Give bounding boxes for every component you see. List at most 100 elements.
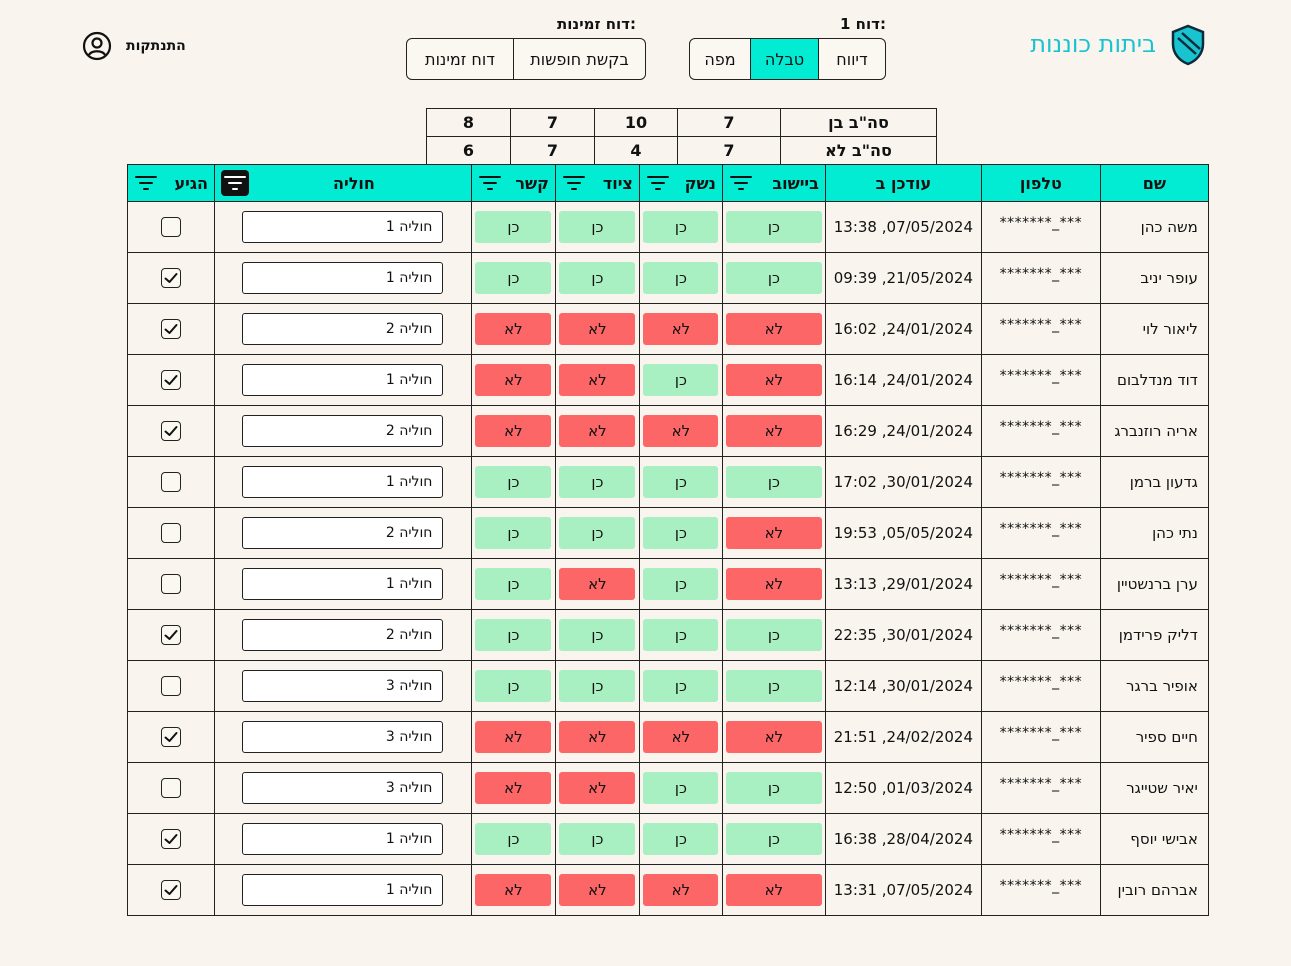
cell-select[interactable]: חוליה 2 bbox=[242, 415, 444, 447]
arrived-checkbox[interactable] bbox=[161, 676, 181, 696]
filter-icon[interactable] bbox=[478, 171, 502, 195]
status-no-badge[interactable]: לא bbox=[475, 721, 552, 753]
status-yes-badge[interactable]: כן bbox=[643, 772, 719, 804]
status-yes-badge[interactable]: כן bbox=[643, 823, 719, 855]
status-yes-badge[interactable]: כן bbox=[559, 823, 636, 855]
tab-map[interactable]: מפה bbox=[704, 49, 736, 69]
status-yes-badge[interactable]: כן bbox=[475, 466, 552, 498]
status-no-badge[interactable]: לא bbox=[725, 874, 822, 906]
vacation-request-button[interactable]: בקשת חופשות bbox=[513, 39, 645, 79]
status-no-badge[interactable]: לא bbox=[725, 517, 822, 549]
filter-icon[interactable] bbox=[646, 171, 670, 195]
status-yes-badge[interactable]: כן bbox=[725, 670, 822, 702]
status-yes-badge[interactable]: כן bbox=[643, 466, 719, 498]
arrived-checkbox[interactable] bbox=[161, 370, 181, 390]
tab-table[interactable]: טבלה bbox=[750, 39, 818, 79]
status-yes-badge[interactable]: כן bbox=[475, 517, 552, 549]
col-phone-label: טלפון bbox=[1019, 173, 1062, 193]
status-no-badge[interactable]: לא bbox=[725, 568, 822, 600]
cell-select[interactable]: חוליה 1 bbox=[242, 262, 444, 294]
status-yes-badge[interactable]: כן bbox=[643, 517, 719, 549]
arrived-checkbox[interactable] bbox=[161, 319, 181, 339]
cell-select[interactable]: חוליה 1 bbox=[242, 466, 444, 498]
status-yes-badge[interactable]: כן bbox=[559, 211, 636, 243]
status-yes-badge[interactable]: כן bbox=[643, 211, 719, 243]
status-no-badge[interactable]: לא bbox=[725, 313, 822, 345]
status-yes-badge[interactable]: כן bbox=[475, 262, 552, 294]
status-no-badge[interactable]: לא bbox=[643, 415, 719, 447]
status-no-badge[interactable]: לא bbox=[475, 313, 552, 345]
status-yes-badge[interactable]: כן bbox=[725, 211, 822, 243]
status-no-badge[interactable]: לא bbox=[643, 874, 719, 906]
status-yes-badge[interactable]: כן bbox=[475, 670, 552, 702]
status-yes-badge[interactable]: כן bbox=[725, 823, 822, 855]
status-no-badge[interactable]: לא bbox=[559, 772, 636, 804]
cell-select[interactable]: חוליה 1 bbox=[242, 211, 444, 243]
status-no-badge[interactable]: לא bbox=[559, 568, 636, 600]
status-no-badge[interactable]: לא bbox=[725, 364, 822, 396]
status-yes-badge[interactable]: כן bbox=[559, 619, 636, 651]
arrived-checkbox[interactable] bbox=[161, 625, 181, 645]
cell-select[interactable]: חוליה 1 bbox=[242, 364, 444, 396]
status-no-badge[interactable]: לא bbox=[475, 415, 552, 447]
cell-select[interactable]: חוליה 3 bbox=[242, 670, 444, 702]
status-no-badge[interactable]: לא bbox=[475, 364, 552, 396]
filter-icon[interactable] bbox=[562, 171, 586, 195]
arrived-checkbox[interactable] bbox=[161, 829, 181, 849]
status-yes-badge[interactable]: כן bbox=[643, 364, 719, 396]
status-yes-badge[interactable]: כן bbox=[725, 619, 822, 651]
arrived-checkbox[interactable] bbox=[161, 880, 181, 900]
cell-select[interactable]: חוליה 2 bbox=[242, 517, 444, 549]
cell-select[interactable]: חוליה 2 bbox=[242, 313, 444, 345]
status-no-badge[interactable]: לא bbox=[643, 721, 719, 753]
cell-select-value: חוליה 1 bbox=[385, 219, 433, 235]
arrived-checkbox[interactable] bbox=[161, 727, 181, 747]
status-no-badge[interactable]: לא bbox=[725, 721, 822, 753]
filter-icon[interactable] bbox=[221, 170, 249, 196]
cell-select[interactable]: חוליה 3 bbox=[242, 721, 444, 753]
status-yes-badge[interactable]: כן bbox=[643, 568, 719, 600]
filter-icon[interactable] bbox=[134, 171, 158, 195]
arrived-checkbox[interactable] bbox=[161, 421, 181, 441]
status-yes-badge[interactable]: כן bbox=[559, 262, 636, 294]
status-yes-badge[interactable]: כן bbox=[643, 619, 719, 651]
arrived-checkbox[interactable] bbox=[161, 778, 181, 798]
row-cell-cell: חוליה 2 bbox=[214, 303, 472, 355]
tab-report[interactable]: דיווח bbox=[818, 39, 885, 79]
arrived-checkbox[interactable] bbox=[161, 268, 181, 288]
status-no-badge[interactable]: לא bbox=[559, 313, 636, 345]
filter-icon[interactable] bbox=[729, 171, 753, 195]
status-yes-badge[interactable]: כן bbox=[643, 262, 719, 294]
status-yes-badge[interactable]: כן bbox=[475, 211, 552, 243]
status-no-badge[interactable]: לא bbox=[475, 772, 552, 804]
status-yes-badge[interactable]: כן bbox=[475, 568, 552, 600]
arrived-checkbox[interactable] bbox=[161, 217, 181, 237]
availability-report-button[interactable]: דוח זמינות bbox=[425, 49, 495, 69]
status-no-badge[interactable]: לא bbox=[643, 313, 719, 345]
logout-button[interactable]: התנתקות bbox=[82, 30, 186, 62]
cell-select[interactable]: חוליה 1 bbox=[242, 874, 444, 906]
status-yes-badge[interactable]: כן bbox=[725, 772, 822, 804]
arrived-checkbox[interactable] bbox=[161, 523, 181, 543]
cell-select[interactable]: חוליה 1 bbox=[242, 568, 444, 600]
row-settlement-cell: לא bbox=[721, 864, 826, 916]
cell-select[interactable]: חוליה 3 bbox=[242, 772, 444, 804]
status-yes-badge[interactable]: כן bbox=[559, 670, 636, 702]
status-yes-badge[interactable]: כן bbox=[475, 823, 552, 855]
status-no-badge[interactable]: לא bbox=[725, 415, 822, 447]
status-no-badge[interactable]: לא bbox=[559, 415, 636, 447]
cell-select[interactable]: חוליה 1 bbox=[242, 823, 444, 855]
status-no-badge[interactable]: לא bbox=[559, 721, 636, 753]
status-no-badge[interactable]: לא bbox=[559, 364, 636, 396]
cell-select[interactable]: חוליה 2 bbox=[242, 619, 444, 651]
status-yes-badge[interactable]: כן bbox=[475, 619, 552, 651]
status-yes-badge[interactable]: כן bbox=[559, 517, 636, 549]
status-no-badge[interactable]: לא bbox=[475, 874, 552, 906]
status-yes-badge[interactable]: כן bbox=[559, 466, 636, 498]
arrived-checkbox[interactable] bbox=[161, 472, 181, 492]
status-no-badge[interactable]: לא bbox=[559, 874, 636, 906]
status-yes-badge[interactable]: כן bbox=[725, 262, 822, 294]
status-yes-badge[interactable]: כן bbox=[725, 466, 822, 498]
status-yes-badge[interactable]: כן bbox=[643, 670, 719, 702]
arrived-checkbox[interactable] bbox=[161, 574, 181, 594]
